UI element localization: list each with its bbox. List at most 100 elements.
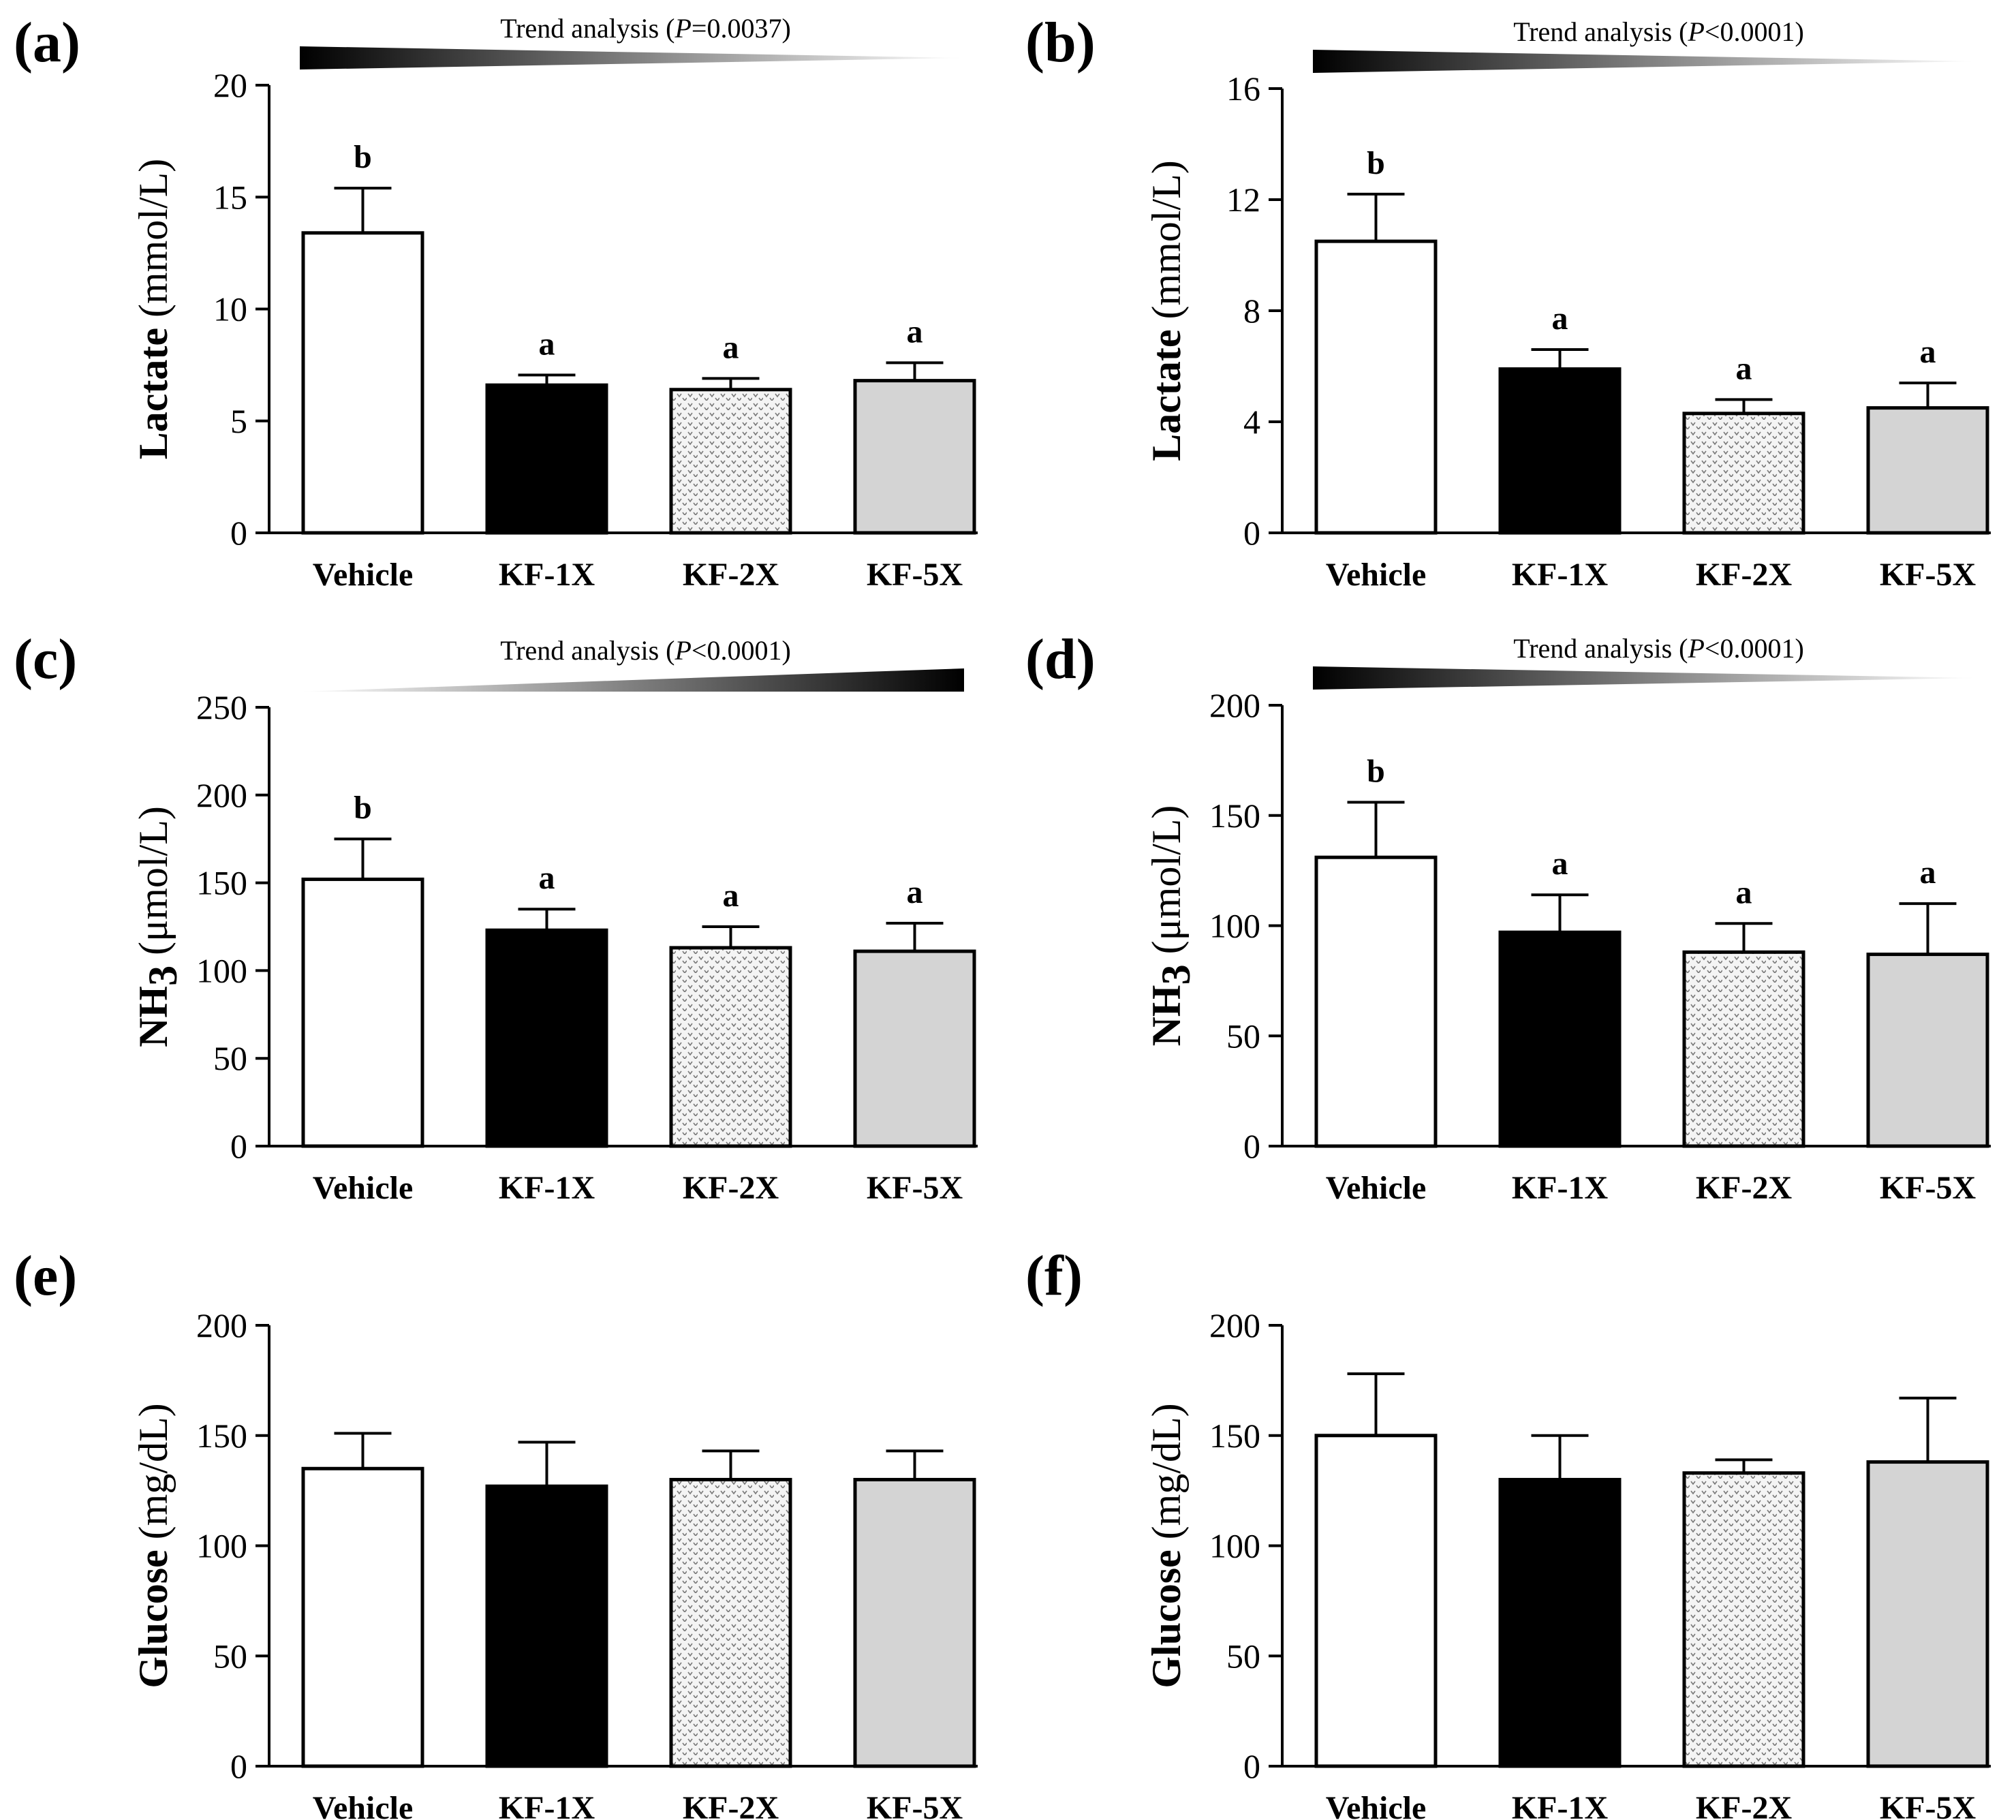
- bar-kf-2x: [669, 946, 792, 1148]
- category-label: KF-1X: [1512, 1170, 1609, 1206]
- y-axis-label-name: NH: [131, 986, 176, 1047]
- panel-f: (f) 0 50 100 150 200 Glucose (mg/dL) Vehicle KF-…: [1025, 1244, 1991, 1820]
- category-label: KF-2X: [683, 557, 779, 593]
- trend-label-prefix: Trend analysis (: [1513, 633, 1688, 664]
- significance-letter: a: [1552, 300, 1568, 337]
- significance-letter: b: [354, 790, 372, 826]
- y-axis-label: NH3 (μmol/L): [1144, 805, 1198, 1047]
- y-tick-label: 0: [230, 514, 247, 552]
- bar-kf-5x: [1866, 1460, 1989, 1768]
- y-axis-label-unit: (μmol/L): [1144, 805, 1189, 965]
- category-label: Vehicle: [1326, 1790, 1427, 1820]
- y-axis-label-unit: (μmol/L): [131, 806, 176, 966]
- bar-kf-5x: [853, 379, 976, 535]
- category-label: KF-2X: [1696, 1790, 1793, 1820]
- trend-label: Trend analysis (P=0.0037): [500, 13, 791, 44]
- bar-vehicle: [1314, 239, 1438, 535]
- category-label: Vehicle: [1326, 1170, 1427, 1206]
- bar-kf-5x: [853, 1477, 976, 1768]
- bar-kf-2x: [1682, 950, 1805, 1148]
- significance-letter: a: [539, 860, 555, 896]
- category-label: Vehicle: [1326, 557, 1427, 593]
- trend-label-p: P: [674, 13, 691, 44]
- significance-letter: b: [1367, 145, 1385, 181]
- y-axis-label-unit: (mg/dL): [131, 1403, 176, 1549]
- y-axis-label-unit: (mg/dL): [1144, 1403, 1189, 1549]
- trend-wedge: [1313, 50, 1977, 73]
- y-axis-label: NH3 (μmol/L): [131, 806, 185, 1047]
- y-axis-label-name: Lactate: [1144, 330, 1189, 461]
- bar-kf-2x: [1682, 412, 1805, 535]
- panel-b: (b) 0 4 8 12 16 Lactate (mmol/L) b Vehicle a KF-1X…: [1025, 11, 1991, 593]
- y-axis-label: Glucose (mg/dL): [131, 1403, 176, 1688]
- trend-label-p: P: [1687, 633, 1704, 664]
- bar-vehicle: [301, 1466, 424, 1768]
- bar-kf-1x: [485, 383, 608, 535]
- bar-kf-5x: [1866, 406, 1989, 535]
- bar-kf-1x: [1498, 1477, 1622, 1768]
- panel-a: (a) 0 5 10 15 20 Lactate (mmol/L) b Vehicle a KF-1…: [14, 11, 978, 593]
- panel-label: (b): [1025, 11, 1096, 74]
- significance-letter: a: [1552, 846, 1568, 882]
- bar-vehicle: [301, 231, 424, 535]
- trend-label-suffix: <0.0001): [692, 635, 791, 666]
- category-label: KF-2X: [1696, 1170, 1793, 1206]
- bar-kf-1x: [485, 928, 608, 1148]
- significance-letter: a: [907, 313, 923, 350]
- panel-c: (c) 0 50 100 150 200 250 NH3 (μmol/L) b Vehicle a K…: [14, 628, 978, 1206]
- y-axis-label-name: Lactate: [131, 328, 176, 459]
- trend-label-prefix: Trend analysis (: [500, 635, 674, 666]
- trend-wedge: [300, 46, 964, 70]
- y-tick-label: 8: [1243, 292, 1260, 330]
- trend-label-suffix: =0.0037): [692, 13, 791, 44]
- category-label: Vehicle: [313, 1170, 414, 1206]
- panel-label: (f): [1025, 1244, 1083, 1308]
- category-label: KF-5X: [1880, 1170, 1976, 1206]
- y-tick-label: 150: [196, 864, 247, 902]
- trend-label-p: P: [674, 635, 691, 666]
- significance-letter: b: [1367, 753, 1385, 789]
- category-label: Vehicle: [313, 557, 414, 593]
- significance-letter: a: [1920, 334, 1936, 370]
- y-axis-label-name: NH: [1144, 985, 1189, 1046]
- category-label: KF-5X: [867, 1170, 963, 1206]
- panel-label: (e): [14, 1244, 77, 1308]
- significance-letter: a: [1736, 350, 1752, 386]
- bar-kf-1x: [1498, 367, 1622, 535]
- significance-letter: a: [723, 878, 739, 914]
- y-tick-label: 200: [1209, 1306, 1260, 1344]
- bar-vehicle: [301, 877, 424, 1148]
- significance-letter: b: [354, 139, 372, 175]
- y-tick-label: 50: [213, 1637, 247, 1675]
- bar-kf-2x: [669, 388, 792, 535]
- y-tick-label: 0: [1243, 1747, 1260, 1785]
- trend-label-suffix: <0.0001): [1705, 16, 1804, 47]
- y-tick-label: 16: [1226, 70, 1260, 108]
- category-label: KF-1X: [499, 1790, 595, 1820]
- significance-letter: a: [907, 874, 923, 910]
- category-label: KF-2X: [683, 1170, 779, 1206]
- category-label: KF-5X: [867, 557, 963, 593]
- significance-letter: a: [1736, 874, 1752, 910]
- category-label: KF-2X: [683, 1790, 779, 1820]
- trend-label: Trend analysis (P<0.0001): [500, 635, 791, 666]
- y-axis-label-name: Glucose: [1144, 1549, 1189, 1688]
- y-axis-label-unit: (mmol/L): [131, 159, 176, 328]
- significance-letter: a: [1920, 854, 1936, 891]
- trend-label-prefix: Trend analysis (: [500, 13, 674, 44]
- category-label: KF-2X: [1696, 557, 1793, 593]
- y-tick-label: 5: [230, 402, 247, 440]
- bar-kf-5x: [1866, 953, 1989, 1148]
- category-label: KF-1X: [1512, 1790, 1609, 1820]
- y-axis-label-name: Glucose: [131, 1549, 176, 1688]
- bar-kf-5x: [853, 949, 976, 1148]
- y-tick-label: 50: [213, 1039, 247, 1077]
- y-tick-label: 200: [196, 776, 247, 814]
- y-tick-label: 0: [230, 1127, 247, 1165]
- y-tick-label: 150: [1209, 797, 1260, 835]
- y-tick-label: 0: [1243, 1127, 1260, 1165]
- y-tick-label: 100: [1209, 1527, 1260, 1565]
- category-label: Vehicle: [313, 1790, 414, 1820]
- trend-wedge: [1313, 666, 1977, 690]
